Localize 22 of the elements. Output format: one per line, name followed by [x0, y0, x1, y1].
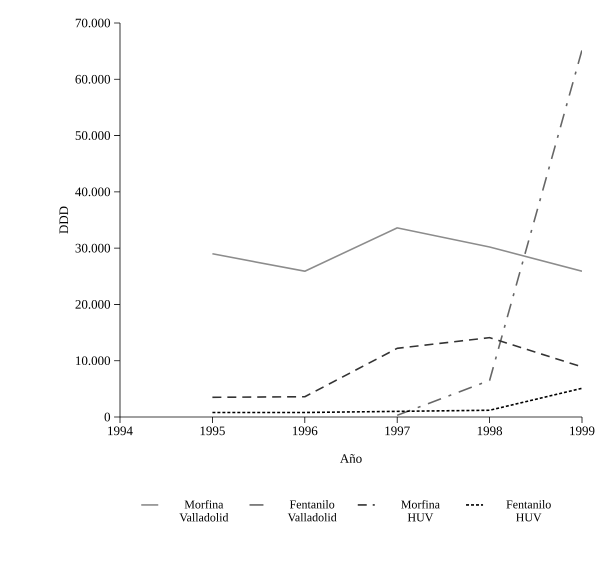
x-tick-label: 1997: [385, 426, 410, 436]
x-tick-label: 1995: [200, 426, 225, 436]
y-tick-label: 0: [104, 412, 110, 422]
legend-label: Morfina Valladolid: [179, 500, 228, 522]
line-series: [212, 227, 582, 272]
y-axis-title: DDD: [60, 206, 68, 234]
x-axis-title: Año: [340, 454, 362, 463]
legend-label: Fentanilo Valladolid: [288, 500, 337, 522]
y-tick-label: 50.000: [76, 131, 110, 140]
line-series: [212, 387, 582, 414]
y-tick-label: 70.000: [76, 18, 110, 28]
y-tick-label: 60.000: [75, 74, 110, 84]
x-tick-label: 1999: [570, 426, 594, 436]
y-tick-label: 10.000: [76, 356, 110, 366]
x-tick-label: 1996: [292, 426, 318, 436]
y-tick-label: 30.000: [76, 244, 110, 253]
y-tick-label: 20.000: [75, 300, 110, 309]
x-tick-label: 1994: [108, 426, 133, 436]
y-tick-label: 40.000: [75, 187, 110, 196]
legend-label: Fentanilo HUV: [506, 500, 551, 522]
legend-label: Morfina HUV: [401, 500, 440, 522]
x-tick-label: 1998: [478, 426, 502, 436]
